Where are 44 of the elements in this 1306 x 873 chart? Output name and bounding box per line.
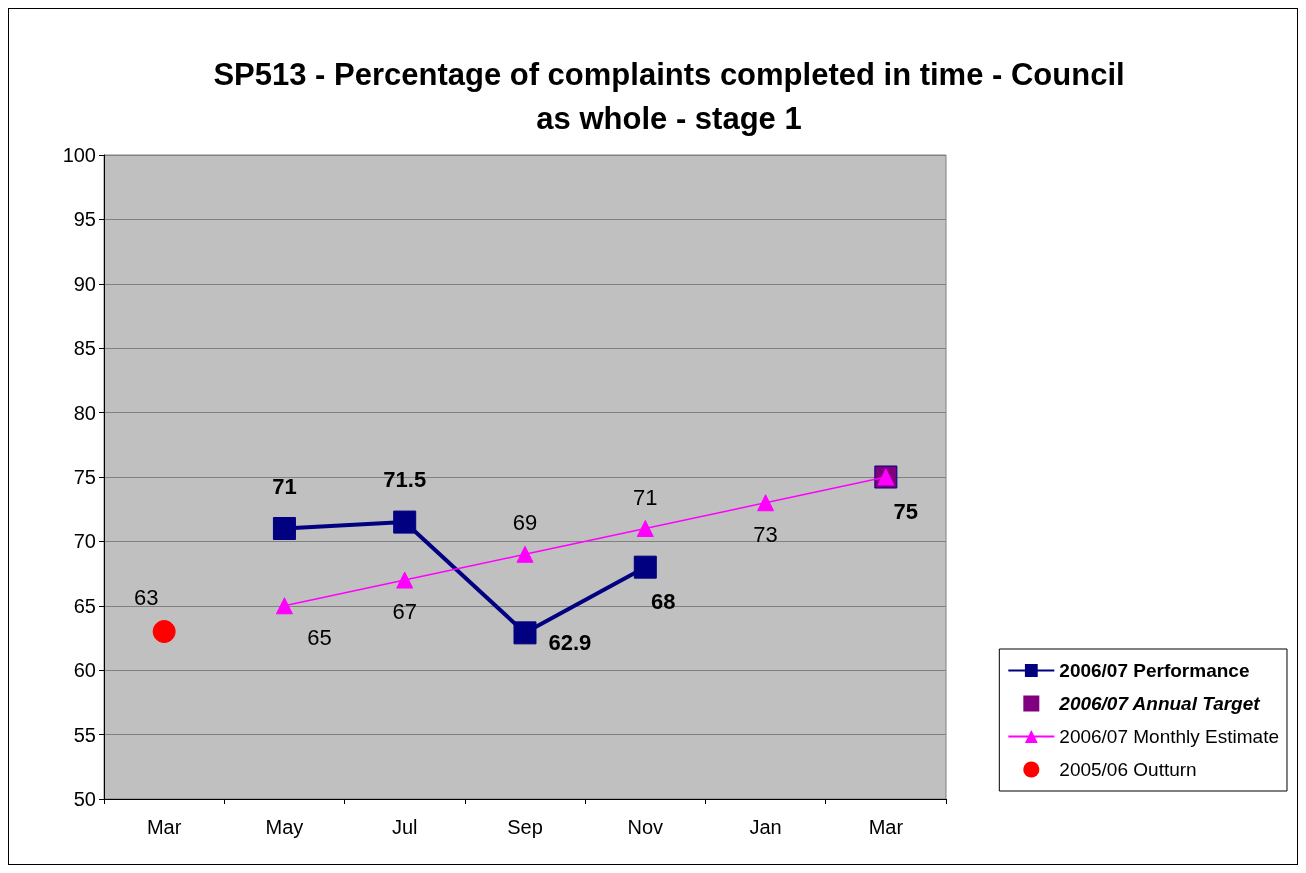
data-label: 65	[307, 624, 332, 650]
x-tick-label: Mar	[868, 816, 904, 838]
y-tick-label: 80	[73, 401, 96, 424]
y-tick-label: 85	[73, 337, 96, 360]
y-tick-label: 90	[73, 272, 96, 295]
y-tick-label: 55	[73, 723, 96, 746]
point	[516, 545, 534, 563]
chart-title: SP513 - Percentage of complaints completed in time - Council as whole - stage 1	[213, 56, 1125, 136]
y-tick-label: 60	[73, 659, 96, 682]
y-tick-label: 50	[73, 788, 96, 810]
point	[757, 494, 775, 512]
point	[513, 621, 537, 645]
data-label: 71.5	[383, 467, 427, 493]
legend-label: 2006/07 Performance	[1059, 660, 1250, 681]
legend-label: 2006/07 Annual Target	[1058, 693, 1261, 714]
data-label: 62.9	[548, 630, 592, 656]
data-label: 71	[272, 473, 297, 499]
legend-label: 2005/06 Outturn	[1059, 759, 1197, 780]
x-tick-label: Nov	[627, 816, 664, 838]
x-tick-label: Mar	[146, 816, 182, 838]
y-tick-label: 65	[73, 594, 96, 617]
point	[275, 597, 293, 615]
data-label: 63	[133, 584, 159, 610]
point	[636, 520, 654, 538]
x-tick-label: Jul	[391, 816, 418, 838]
x-tick-label: Sep	[507, 816, 543, 838]
data-label: 67	[392, 599, 417, 625]
data-label: 75	[893, 499, 919, 524]
point	[152, 620, 176, 644]
point	[272, 517, 296, 541]
data-label: 68	[651, 589, 676, 615]
data-label: 69	[512, 510, 538, 536]
x-tick-label: May	[265, 816, 304, 838]
y-tick-label: 100	[62, 144, 96, 166]
legend-label: 2006/07 Monthly Estimate	[1059, 726, 1280, 747]
y-tick-label: 70	[73, 530, 96, 553]
point	[393, 510, 417, 534]
data-label: 73	[753, 521, 778, 547]
point	[633, 555, 657, 579]
point	[396, 571, 414, 589]
y-tick-label: 95	[73, 208, 96, 231]
y-tick-label: 75	[73, 466, 96, 488]
x-tick-label: Jan	[749, 816, 782, 838]
data-label: 71	[633, 484, 658, 510]
